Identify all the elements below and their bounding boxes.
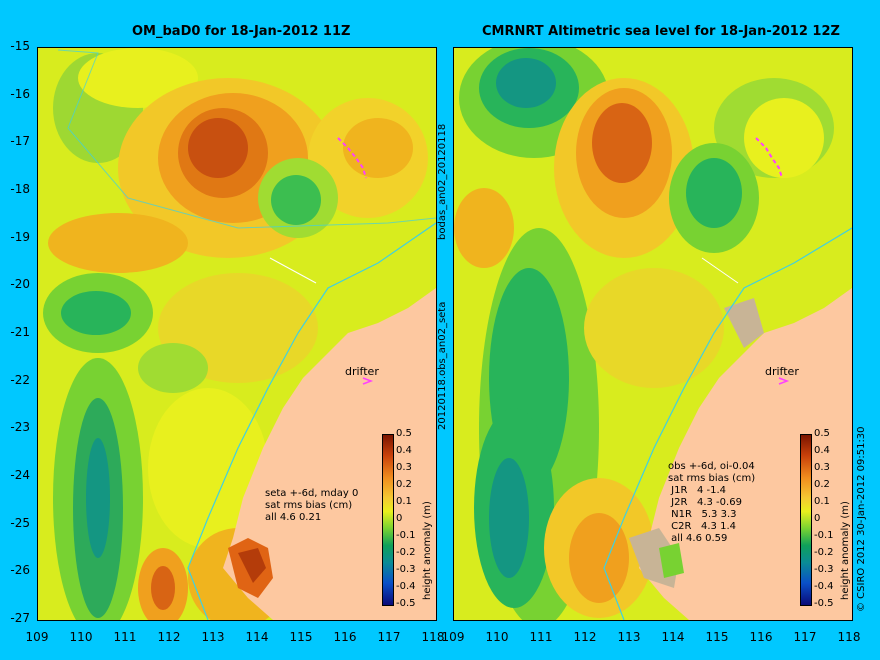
left-map-title: OM_baD0 for 18-Jan-2012 11Z <box>132 24 351 39</box>
cbar-tick: 0.4 <box>396 445 412 456</box>
cbar-tick: -0.3 <box>814 564 834 575</box>
cbar-tick: 0 <box>396 513 403 524</box>
x-tick: 115 <box>289 630 313 644</box>
right-map-title: CMRNRT Altimetric sea level for 18-Jan-2… <box>482 24 840 39</box>
y-tick: -25 <box>10 516 30 530</box>
left-stats-annotation: seta +-6d, mday 0 sat rms bias (cm) all … <box>265 488 359 523</box>
y-tick: -18 <box>10 182 30 196</box>
x-tick: 118 <box>421 630 445 644</box>
cbar-tick: -0.4 <box>814 581 834 592</box>
x-tick: 113 <box>201 630 225 644</box>
left-colorbar <box>382 434 394 606</box>
y-tick: -19 <box>10 230 30 244</box>
x-tick: 117 <box>793 630 817 644</box>
cbar-tick: 0.3 <box>814 462 830 473</box>
y-tick: -16 <box>10 87 30 101</box>
y-tick: -20 <box>10 277 30 291</box>
right-map-canvas <box>454 48 852 620</box>
y-tick: -24 <box>10 468 30 482</box>
y-tick: -15 <box>10 39 30 53</box>
x-tick: 116 <box>333 630 357 644</box>
x-tick: 111 <box>529 630 553 644</box>
x-tick: 118 <box>837 630 861 644</box>
x-tick: 110 <box>485 630 509 644</box>
x-tick: 117 <box>377 630 401 644</box>
right-drifter-label: drifter <box>765 365 799 378</box>
left-map[interactable] <box>37 47 437 621</box>
left-colorbar-label: height anomaly (m) <box>422 501 433 600</box>
cbar-tick: -0.1 <box>814 530 834 541</box>
cbar-tick: -0.2 <box>814 547 834 558</box>
x-tick: 113 <box>617 630 641 644</box>
cbar-tick: 0.3 <box>396 462 412 473</box>
cbar-tick: 0.4 <box>814 445 830 456</box>
right-stats-annotation: obs +-6d, oi-0.04 sat rms bias (cm) J1R … <box>668 461 756 544</box>
x-tick: 109 <box>25 630 49 644</box>
y-tick: -23 <box>10 420 30 434</box>
side-label-top: bodas_an02_20120118 <box>437 123 448 240</box>
side-label-bottom: 20120118.obs_an02_seta <box>437 301 448 430</box>
cbar-tick: -0.1 <box>396 530 416 541</box>
y-tick: -26 <box>10 563 30 577</box>
cbar-tick: 0.1 <box>814 496 830 507</box>
cbar-tick: -0.5 <box>396 598 416 609</box>
cbar-tick: 0.5 <box>396 428 412 439</box>
x-tick: 116 <box>749 630 773 644</box>
x-tick: 109 <box>441 630 465 644</box>
right-map[interactable] <box>453 47 853 621</box>
left-map-canvas <box>38 48 436 620</box>
x-tick: 112 <box>573 630 597 644</box>
cbar-tick: 0.2 <box>814 479 830 490</box>
cbar-tick: -0.2 <box>396 547 416 558</box>
cbar-tick: 0 <box>814 513 821 524</box>
cbar-tick: 0.1 <box>396 496 412 507</box>
right-colorbar <box>800 434 812 606</box>
cbar-tick: 0.2 <box>396 479 412 490</box>
x-tick: 114 <box>245 630 269 644</box>
y-tick: -17 <box>10 134 30 148</box>
y-tick: -27 <box>10 611 30 625</box>
cbar-tick: -0.4 <box>396 581 416 592</box>
credit-text: © CSIRO 2012 30-Jan-2012 09:51:30 <box>856 426 867 612</box>
y-tick: -22 <box>10 373 30 387</box>
cbar-tick: -0.5 <box>814 598 834 609</box>
cbar-tick: -0.3 <box>396 564 416 575</box>
x-tick: 112 <box>157 630 181 644</box>
x-tick: 114 <box>661 630 685 644</box>
cbar-tick: 0.5 <box>814 428 830 439</box>
x-tick: 110 <box>69 630 93 644</box>
x-tick: 115 <box>705 630 729 644</box>
right-colorbar-label: height anomaly (m) <box>840 501 851 600</box>
left-drifter-label: drifter <box>345 365 379 378</box>
y-tick: -21 <box>10 325 30 339</box>
x-tick: 111 <box>113 630 137 644</box>
